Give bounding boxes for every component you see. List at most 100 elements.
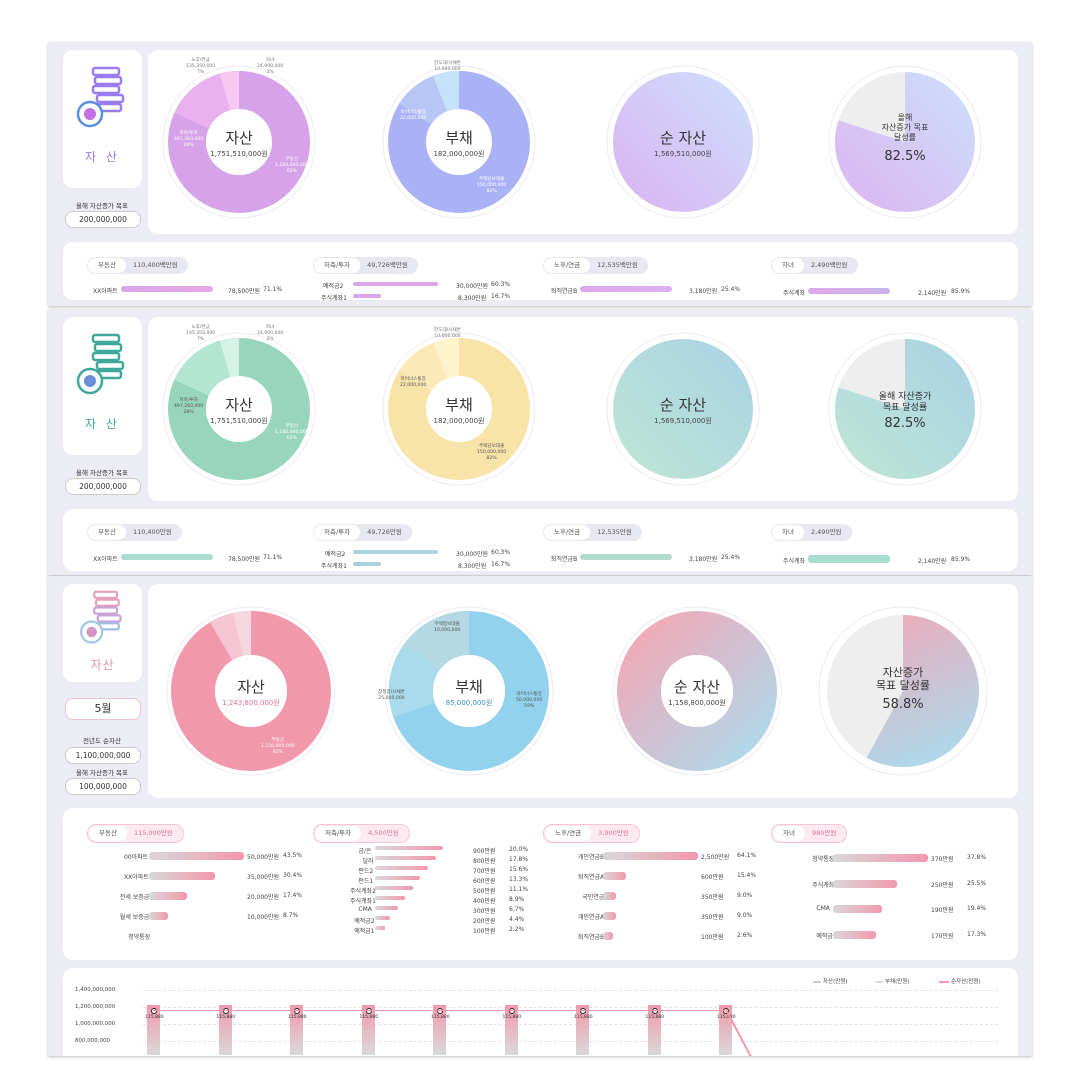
gridline <box>143 1007 998 1008</box>
category-pill[interactable]: 저축/투자 4,500만원 <box>313 824 410 843</box>
slice-label-minus: 마이너스통장 22,000,000 <box>400 110 427 121</box>
prev-value-field[interactable]: 1,100,000,000 <box>65 747 141 764</box>
row-amount: 900만원 <box>473 848 496 855</box>
row-bar <box>375 856 436 860</box>
gridline <box>143 990 998 991</box>
row-amount: 8,300만원 <box>458 563 487 570</box>
net-point-label: 115,880 <box>502 1015 522 1020</box>
category-pill[interactable]: 노후/연금 12,535만원 <box>543 524 642 541</box>
category-pill[interactable]: 자녀 2,490백만원 <box>771 257 858 274</box>
net-donut-value: 1,569,510,000원 <box>654 150 712 158</box>
category-pill[interactable]: 저축/투자 49,726백만원 <box>313 257 418 274</box>
category-pension: 노후/연금 12,535백만원 <box>543 252 648 274</box>
row-amount: 370만원 <box>931 856 954 863</box>
net-point-label: 115,880 <box>431 1015 450 1020</box>
goal-value-field[interactable]: 200,000,000 <box>65 478 141 495</box>
row-label: 펀드2 <box>358 868 374 875</box>
row-pct: 2.2% <box>509 926 525 933</box>
row-amount: 350만원 <box>701 894 724 901</box>
category-pill[interactable]: 자녀 980만원 <box>771 824 848 843</box>
net-point <box>508 1008 515 1014</box>
row-amount: 170만원 <box>931 932 954 940</box>
row-amount: 500만원 <box>473 888 496 895</box>
goal-value-field[interactable]: 200,000,000 <box>65 211 141 228</box>
row-bar <box>149 892 187 900</box>
category-realestate: 부동산 110,400만원 <box>87 519 182 541</box>
row-bar <box>375 906 398 910</box>
category-pill[interactable]: 노후/연금 3,900만원 <box>543 824 640 843</box>
category-children: 자녀 980만원 <box>771 820 848 843</box>
row-pct: 37.8% <box>967 854 987 861</box>
row-pct: 17.8% <box>509 856 529 863</box>
category-children: 자녀 2,490백만원 <box>771 252 858 274</box>
donut-card: 자산 1,751,510,000원 부동산 1,180,000,000 62% 저축… <box>148 317 1018 501</box>
asset-bar <box>504 1005 518 1055</box>
dashboard-panel-purple: 자 산 올해 자산증가 목표 200,000,000 자산 1,751,510,… <box>48 42 1032 306</box>
asset-donut-svg <box>162 332 316 486</box>
row-bar <box>808 555 890 563</box>
category-pill[interactable]: 부동산 110,400만원 <box>87 524 182 541</box>
goalrate-donut-svg <box>818 606 988 776</box>
category-pill[interactable]: 저축/투자 49,726만원 <box>313 524 412 541</box>
goalrate-value: 82.5% <box>884 149 926 164</box>
donut-card: 자산 1,243,800,000원 부동산 1,150,000,000 92% 부채… <box>148 584 1018 798</box>
goal-label: 올해 자산증가 목표 <box>76 769 128 777</box>
row-amount: 20,000만원 <box>247 894 280 901</box>
slice-label-mortgage: 주택청보대출 10,000,000 <box>434 622 461 633</box>
row-pct: 4.4% <box>509 916 525 923</box>
asset-donut: 자산 1,751,510,000원 부동산 1,180,000,000 62% 저축… <box>162 58 316 219</box>
asset-donut-value: 1,243,800,000원 <box>222 699 280 707</box>
debt-donut-svg <box>382 332 536 486</box>
slice-label-loan: 한도대/사채론 10,000,000 <box>434 61 461 72</box>
debt-donut: 부채 182,000,000원 주택담보대출 150,000,000 82% 마이너… <box>382 61 536 219</box>
slice-label-savings: 저축/투자 497,260,000 28% <box>174 398 204 415</box>
row-amount: 78,500만원 <box>228 556 261 563</box>
row-bar <box>808 288 890 294</box>
row-amount: 100만원 <box>473 928 496 935</box>
category-pill[interactable]: 부동산 110,400백만원 <box>87 257 188 274</box>
slice-label-minus: 마이너스통장 22,000,000 <box>400 377 427 388</box>
slice-label-mortgage: 주택담보대출 150,000,000 82% <box>477 177 507 194</box>
slice-label-children: 자녀 24,900,000 2% <box>257 58 284 75</box>
net-point-label: 115,880 <box>574 1015 593 1020</box>
goalrate-value: 82.5% <box>884 416 926 431</box>
row-amount: 100만원 <box>701 934 724 941</box>
net-point <box>294 1008 300 1014</box>
row-pct: 16.7% <box>491 293 511 300</box>
category-savings: 저축/투자 49,726백만원 <box>313 252 418 274</box>
category-card: 부동산 110,400백만원 XX아파트 78,500만원 71.1% 저축/투자… <box>63 242 1018 302</box>
goal-value-field[interactable]: 100,000,000 <box>65 778 141 795</box>
row-bar <box>603 932 613 940</box>
debt-donut-title: 부채 <box>445 396 473 414</box>
debt-donut-svg <box>384 606 554 776</box>
debt-donut-value: 182,000,000원 <box>433 150 485 158</box>
row-bar <box>375 926 385 930</box>
row-bar <box>375 916 390 920</box>
row-bar <box>375 876 421 880</box>
row-pct: 60.3% <box>491 549 511 556</box>
row-label: 주식계좌1 <box>321 563 347 570</box>
row-bar <box>353 562 381 566</box>
row-label: 금/은 <box>358 848 372 855</box>
row-label: 청약통장 <box>128 934 151 941</box>
row-pct: 8.9% <box>509 896 525 903</box>
asset-icon-card: 자산 <box>63 584 142 682</box>
y-tick: 1,000,000,000 <box>75 1021 116 1027</box>
category-pill[interactable]: 자녀 2,490만원 <box>771 524 852 541</box>
row-bar <box>603 912 617 920</box>
slice-label-minus: 마이너스통장 50,000,000 59% <box>516 692 543 709</box>
category-pill[interactable]: 부동산 115,000만원 <box>87 824 184 843</box>
debt-donut-value: 85,000,000원 <box>445 699 493 707</box>
debt-donut: 부채 85,000,000원 마이너스통장 50,000,000 59% 장정증/사… <box>378 606 554 776</box>
row-amount: 600만원 <box>701 874 724 881</box>
row-label: 개인연금B <box>578 854 605 861</box>
category-pill[interactable]: 노후/연금 12,535백만원 <box>543 257 648 274</box>
row-label: 예적금2 <box>323 283 344 290</box>
row-bar <box>375 866 429 870</box>
row-amount: 800만원 <box>473 858 496 865</box>
category-children: 자녀 2,490만원 <box>771 519 852 541</box>
row-pct: 64.1% <box>737 852 757 859</box>
row-label: 주식계좌2 <box>350 888 376 895</box>
month-field[interactable]: 5월 <box>65 698 141 720</box>
asset-donut-value: 1,751,510,000원 <box>210 417 268 425</box>
